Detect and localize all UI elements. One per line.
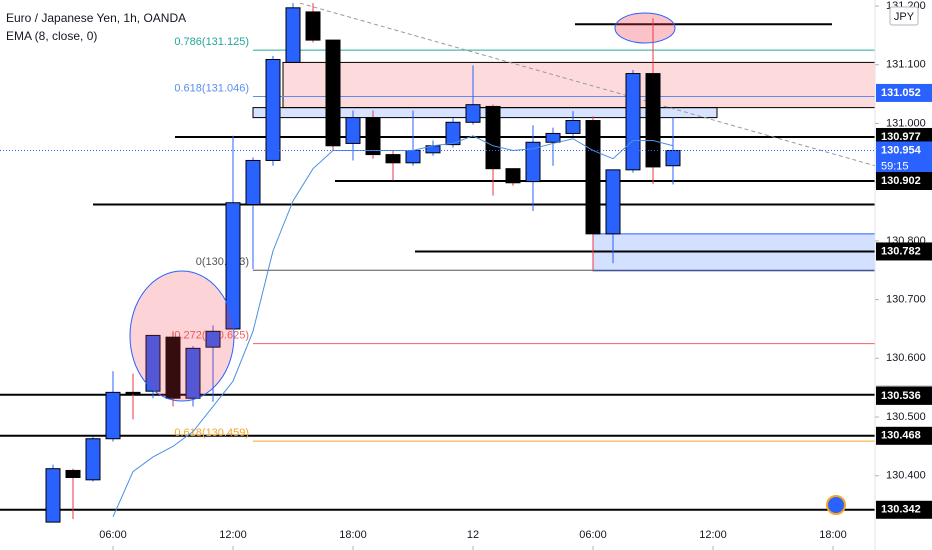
candle-body bbox=[85, 438, 101, 481]
price-badge-label: 130.342 bbox=[881, 504, 921, 516]
price-badge-label: 130.782 bbox=[881, 245, 921, 257]
candle-body bbox=[645, 73, 661, 168]
candle-body bbox=[585, 120, 601, 235]
level-label: 0.618(130.459) bbox=[174, 427, 249, 439]
x-tick-label: 18:00 bbox=[819, 529, 847, 541]
candle-body bbox=[405, 149, 421, 164]
price-badge-label: 130.977 bbox=[881, 131, 921, 143]
candle-body bbox=[225, 202, 241, 330]
price-badge bbox=[876, 83, 932, 102]
candle-body bbox=[365, 117, 381, 156]
candle-body bbox=[665, 149, 681, 167]
price-badge bbox=[876, 127, 932, 146]
price-badge-label: 130.902 bbox=[881, 175, 921, 187]
x-tick-label: 06:00 bbox=[579, 529, 607, 541]
price-badge bbox=[876, 141, 932, 178]
candle-body bbox=[625, 73, 641, 171]
indicator-label: EMA (8, close, 0) bbox=[6, 29, 97, 43]
level-label: 0.786(131.125) bbox=[174, 36, 249, 48]
y-tick-label: 131.000 bbox=[886, 117, 926, 129]
highlight-ellipse bbox=[129, 270, 235, 402]
candle-body bbox=[545, 132, 561, 143]
y-tick-label: 130.600 bbox=[886, 352, 926, 364]
price-badge-label: 130.536 bbox=[881, 390, 921, 402]
x-tick-label: 12:00 bbox=[699, 529, 727, 541]
candle-body bbox=[445, 121, 461, 146]
x-tick-label: 12:00 bbox=[219, 529, 247, 541]
price-badge bbox=[876, 242, 932, 261]
candle-body bbox=[525, 141, 541, 183]
x-tick-label: 18:00 bbox=[339, 529, 367, 541]
level-label: 0.618(131.046) bbox=[174, 82, 249, 94]
candle-body bbox=[385, 154, 401, 164]
currency-box bbox=[889, 6, 919, 26]
candle-body bbox=[345, 117, 361, 144]
currency: JPY bbox=[894, 11, 915, 23]
price-badge-label: 130.954 bbox=[881, 144, 922, 156]
plot-area: 0.786(131.125) 0.618(131.046) 0(130.753) 0.… bbox=[0, 2, 876, 550]
candle-body bbox=[205, 330, 221, 348]
y-tick-label: 130.400 bbox=[886, 470, 926, 482]
candle-body bbox=[145, 334, 161, 392]
y-tick-label: 130.500 bbox=[886, 411, 926, 423]
candle-body bbox=[325, 39, 341, 147]
price-badge bbox=[876, 500, 932, 519]
zone bbox=[252, 107, 718, 119]
price-badge-label: 131.052 bbox=[881, 87, 921, 99]
candle-body bbox=[105, 391, 121, 440]
countdown: 59:15 bbox=[881, 160, 909, 172]
candle-body bbox=[125, 391, 141, 395]
zone bbox=[282, 61, 876, 109]
x-tick-label: 12 bbox=[467, 529, 479, 541]
highlight-ellipse bbox=[614, 12, 676, 44]
level-label: 0(130.753) bbox=[196, 256, 249, 268]
clock-icon[interactable] bbox=[826, 495, 846, 515]
price-badge bbox=[876, 172, 932, 191]
price-badge-label: 130.468 bbox=[881, 430, 921, 442]
price-badge bbox=[876, 386, 932, 405]
candle-body bbox=[465, 104, 481, 123]
y-tick-label: 130.700 bbox=[886, 294, 926, 306]
price-axis: 130.400130.500130.600130.700130.800130.9… bbox=[875, 0, 932, 519]
candle-body bbox=[65, 469, 81, 478]
candle-body bbox=[605, 169, 621, 235]
candle-body bbox=[265, 58, 281, 161]
candle-body bbox=[565, 120, 581, 134]
candle-body bbox=[245, 159, 261, 205]
y-tick-label: 131.100 bbox=[886, 59, 926, 71]
candle-body bbox=[505, 168, 521, 184]
candle-body bbox=[45, 468, 61, 523]
y-tick-label: 131.200 bbox=[886, 0, 926, 12]
chart-title: Euro / Japanese Yen, 1h, OANDA bbox=[6, 11, 186, 25]
candle-body bbox=[485, 105, 501, 170]
candle-body bbox=[185, 347, 201, 399]
candle-body bbox=[285, 7, 301, 63]
candle-body bbox=[165, 336, 181, 399]
price-badge bbox=[876, 426, 932, 445]
candle-body bbox=[305, 11, 321, 41]
trendline bbox=[299, 2, 876, 167]
x-tick-label: 06:00 bbox=[99, 529, 127, 541]
